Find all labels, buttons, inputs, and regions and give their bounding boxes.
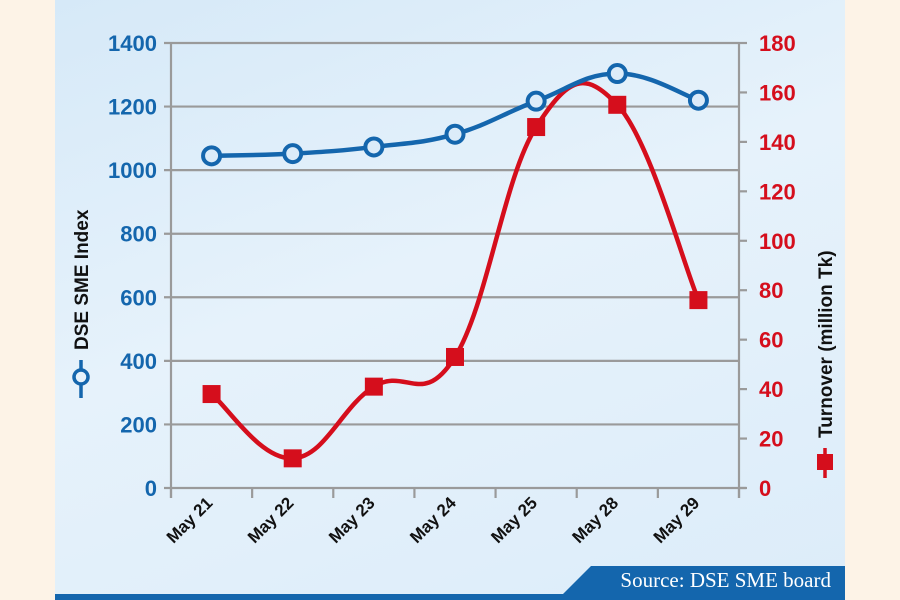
index-marker [201, 145, 223, 167]
right-axis-title: Turnover (million Tk) [816, 250, 837, 478]
index-marker [687, 89, 709, 111]
turnover-marker [608, 95, 627, 114]
left-axis-tick-label: 0 [145, 476, 157, 501]
source-banner: Source: DSE SME board [563, 566, 845, 594]
index-marker [282, 143, 304, 165]
x-axis-label: May 22 [244, 493, 298, 547]
right-axis-tick-label: 160 [759, 80, 796, 105]
svg-text:DSE SME Index: DSE SME Index [72, 209, 93, 350]
right-axis-tick-label: 0 [759, 476, 771, 501]
x-axis-label: May 23 [325, 493, 379, 547]
turnover-marker [527, 118, 546, 137]
x-axis-label: May 29 [650, 493, 704, 547]
turnover-marker [689, 291, 708, 310]
index-marker [525, 90, 547, 112]
chart-panel: 0 200 400 600 800 1000 1200 1400 0 20 40 60 80 100 120… [55, 0, 845, 600]
index-marker [363, 136, 385, 158]
left-axis-tick-label: 600 [120, 285, 157, 310]
index-marker [606, 63, 628, 85]
left-axis-tick-label: 1200 [108, 95, 157, 120]
x-axis-label: May 24 [406, 493, 460, 547]
x-axis-label: May 28 [569, 493, 623, 547]
turnover-marker [364, 377, 383, 396]
dual-axis-line-chart: 0 200 400 600 800 1000 1200 1400 0 20 40 60 80 100 120… [72, 31, 837, 547]
x-axis-label: May 21 [163, 493, 217, 547]
right-axis-tick-label: 20 [759, 427, 783, 452]
svg-text:Turnover (million Tk): Turnover (million Tk) [816, 250, 837, 438]
series-turnover [202, 80, 708, 468]
right-axis-tick-label: 120 [759, 179, 796, 204]
left-axis-tick-label: 800 [120, 222, 157, 247]
series-index [201, 63, 709, 167]
right-axis-tick-label: 180 [759, 31, 796, 56]
right-axis-tick-label: 100 [759, 229, 796, 254]
turnover-marker [202, 385, 221, 404]
left-axis-title: DSE SME Index [72, 209, 93, 398]
turnover-marker [446, 347, 464, 366]
index-marker [444, 123, 466, 145]
turnover-marker [283, 449, 302, 468]
left-axis-tick-label: 200 [120, 412, 157, 437]
right-axis-tick-label: 40 [759, 377, 783, 402]
right-axis-tick-label: 140 [759, 130, 796, 155]
gridlines [164, 41, 746, 490]
left-axis-tick-label: 1000 [108, 158, 157, 183]
right-axis-tick-label: 60 [759, 328, 783, 353]
left-axis-tick-label: 1400 [108, 31, 157, 56]
right-axis-tick-label: 80 [759, 278, 783, 303]
bottom-strip [55, 594, 845, 600]
x-axis-label: May 25 [487, 493, 541, 547]
left-axis-tick-label: 400 [120, 349, 157, 374]
